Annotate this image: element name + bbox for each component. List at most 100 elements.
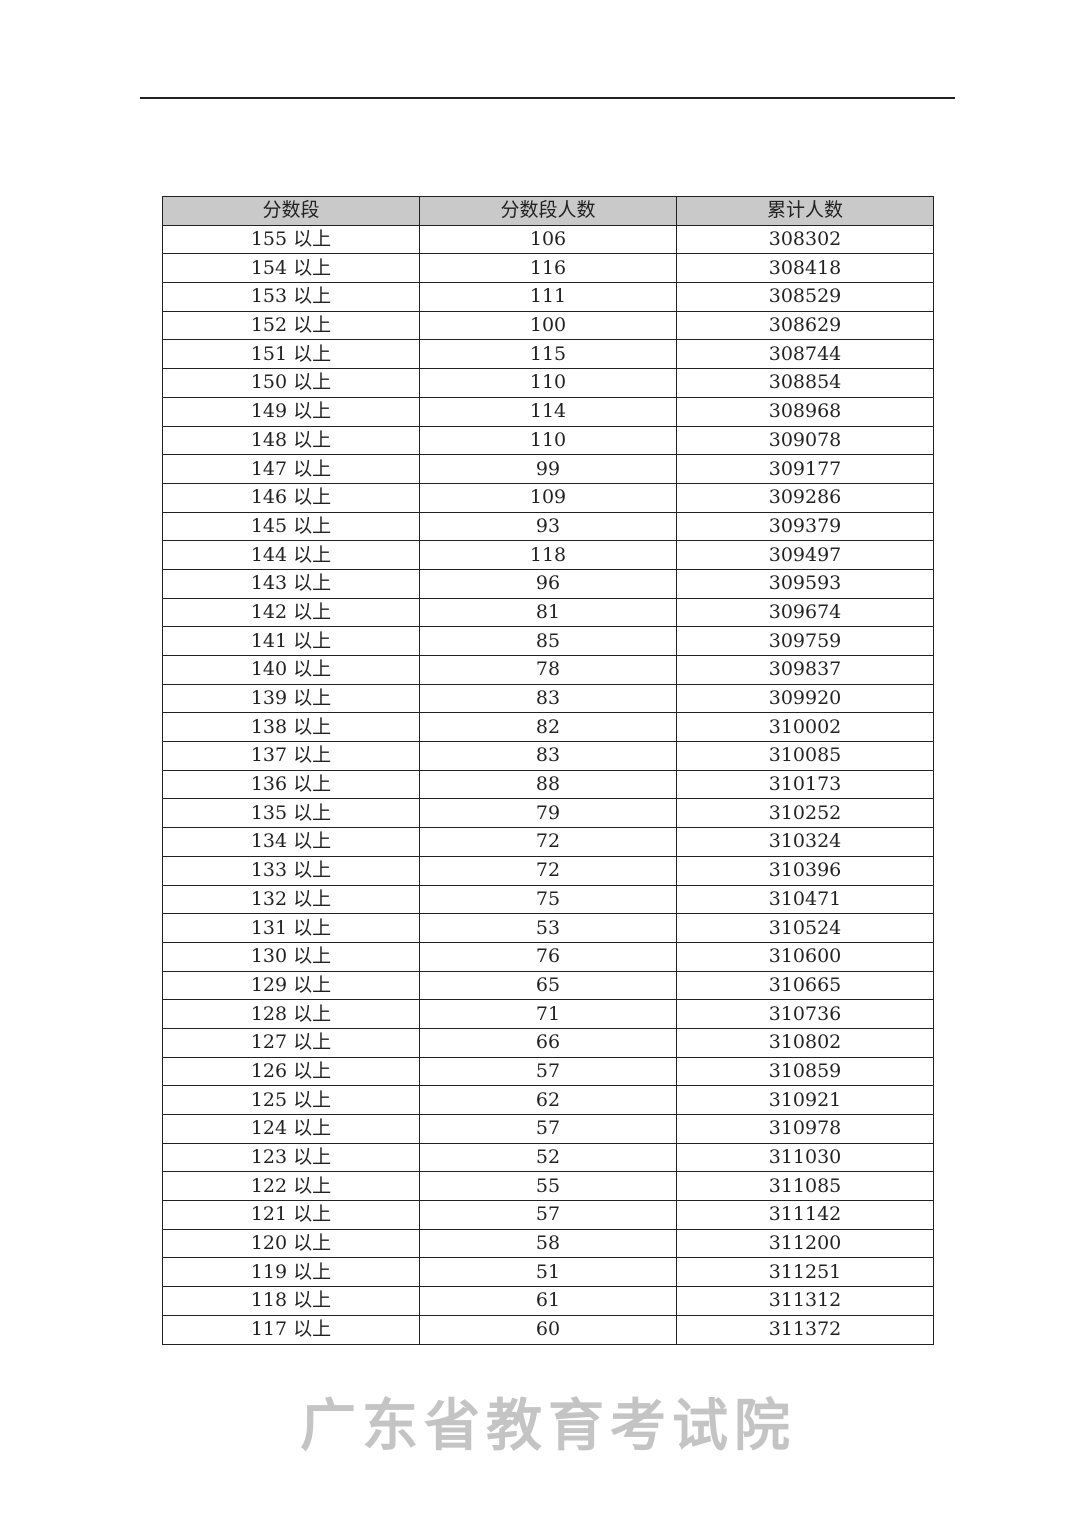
table-row: 151 以上 115 308744 (162, 339, 934, 370)
cell-count: 114 (419, 396, 677, 427)
cell-score-range: 135 以上 (162, 798, 420, 829)
table-row: 137 以上 83 310085 (162, 741, 934, 771)
table-row: 119 以上 51 311251 (162, 1257, 934, 1288)
cell-score-range: 122 以上 (162, 1171, 420, 1202)
cell-cumulative: 309078 (676, 425, 934, 456)
table-row: 146 以上 109 309286 (162, 482, 934, 513)
cell-count: 110 (419, 368, 677, 398)
cell-cumulative: 309920 (676, 683, 934, 714)
cell-cumulative: 308968 (676, 396, 934, 427)
cell-cumulative: 310978 (676, 1114, 934, 1144)
cell-score-range: 144 以上 (162, 540, 420, 570)
table-row: 122 以上 55 311085 (162, 1171, 934, 1202)
cell-cumulative: 310471 (676, 884, 934, 915)
table-row: 142 以上 81 309674 (162, 597, 934, 628)
cell-score-range: 137 以上 (162, 741, 420, 771)
cell-cumulative: 311251 (676, 1257, 934, 1288)
table-row: 129 以上 65 310665 (162, 970, 934, 1001)
cell-score-range: 148 以上 (162, 425, 420, 456)
table-row: 130 以上 76 310600 (162, 941, 934, 972)
cell-score-range: 146 以上 (162, 482, 420, 513)
cell-count: 71 (419, 999, 677, 1029)
table-row: 143 以上 96 309593 (162, 568, 934, 599)
cell-score-range: 154 以上 (162, 253, 420, 284)
cell-score-range: 127 以上 (162, 1027, 420, 1058)
table-header-row: 分数段 分数段人数 累计人数 (162, 196, 934, 226)
cell-count: 116 (419, 253, 677, 284)
cell-count: 93 (419, 511, 677, 542)
table-row: 131 以上 53 310524 (162, 913, 934, 943)
cell-cumulative: 310921 (676, 1085, 934, 1115)
table-row: 139 以上 83 309920 (162, 683, 934, 714)
cell-count: 66 (419, 1027, 677, 1058)
header-count: 分数段人数 (419, 196, 677, 226)
cell-count: 83 (419, 741, 677, 771)
table-row: 148 以上 110 309078 (162, 425, 934, 456)
cell-score-range: 121 以上 (162, 1200, 420, 1230)
cell-score-range: 134 以上 (162, 827, 420, 857)
table-row: 117 以上 60 311372 (162, 1314, 934, 1345)
cell-count: 115 (419, 339, 677, 370)
cell-cumulative: 310085 (676, 741, 934, 771)
cell-score-range: 124 以上 (162, 1114, 420, 1144)
cell-cumulative: 310524 (676, 913, 934, 943)
table-body: 155 以上 106 308302 154 以上 116 308418 153 以上 111 3… (162, 224, 934, 1345)
cell-cumulative: 310600 (676, 941, 934, 972)
cell-cumulative: 308302 (676, 224, 934, 255)
cell-score-range: 149 以上 (162, 396, 420, 427)
cell-cumulative: 308529 (676, 282, 934, 312)
cell-score-range: 153 以上 (162, 282, 420, 312)
cell-count: 72 (419, 827, 677, 857)
cell-score-range: 117 以上 (162, 1314, 420, 1345)
score-distribution-table: 分数段 分数段人数 累计人数 155 以上 106 308302 154 以上 116 3… (162, 196, 934, 1345)
table-row: 147 以上 99 309177 (162, 454, 934, 484)
table-row: 154 以上 116 308418 (162, 253, 934, 284)
cell-count: 85 (419, 626, 677, 656)
cell-count: 57 (419, 1056, 677, 1087)
cell-count: 62 (419, 1085, 677, 1115)
table-row: 150 以上 110 308854 (162, 368, 934, 398)
cell-score-range: 141 以上 (162, 626, 420, 656)
cell-cumulative: 310252 (676, 798, 934, 829)
cell-count: 106 (419, 224, 677, 255)
cell-score-range: 136 以上 (162, 769, 420, 800)
cell-score-range: 140 以上 (162, 655, 420, 685)
table-row: 118 以上 61 311312 (162, 1286, 934, 1316)
cell-score-range: 125 以上 (162, 1085, 420, 1115)
cell-count: 79 (419, 798, 677, 829)
cell-count: 76 (419, 941, 677, 972)
cell-score-range: 123 以上 (162, 1142, 420, 1173)
cell-cumulative: 311085 (676, 1171, 934, 1202)
cell-cumulative: 311142 (676, 1200, 934, 1230)
cell-score-range: 126 以上 (162, 1056, 420, 1087)
cell-count: 109 (419, 482, 677, 513)
cell-cumulative: 310396 (676, 855, 934, 886)
cell-count: 78 (419, 655, 677, 685)
cell-count: 100 (419, 310, 677, 341)
cell-score-range: 142 以上 (162, 597, 420, 628)
table-row: 124 以上 57 310978 (162, 1114, 934, 1144)
table-row: 125 以上 62 310921 (162, 1085, 934, 1115)
table-row: 126 以上 57 310859 (162, 1056, 934, 1087)
table-row: 135 以上 79 310252 (162, 798, 934, 829)
cell-score-range: 128 以上 (162, 999, 420, 1029)
cell-cumulative: 310859 (676, 1056, 934, 1087)
cell-count: 99 (419, 454, 677, 484)
cell-score-range: 152 以上 (162, 310, 420, 341)
table-row: 152 以上 100 308629 (162, 310, 934, 341)
cell-score-range: 130 以上 (162, 941, 420, 972)
cell-count: 110 (419, 425, 677, 456)
cell-count: 51 (419, 1257, 677, 1288)
cell-cumulative: 309286 (676, 482, 934, 513)
cell-score-range: 132 以上 (162, 884, 420, 915)
header-score-range: 分数段 (162, 196, 420, 226)
cell-cumulative: 310324 (676, 827, 934, 857)
cell-score-range: 133 以上 (162, 855, 420, 886)
cell-count: 65 (419, 970, 677, 1001)
cell-cumulative: 309837 (676, 655, 934, 685)
table-row: 133 以上 72 310396 (162, 855, 934, 886)
cell-count: 96 (419, 568, 677, 599)
cell-cumulative: 309759 (676, 626, 934, 656)
cell-cumulative: 308744 (676, 339, 934, 370)
header-rule (140, 97, 955, 99)
